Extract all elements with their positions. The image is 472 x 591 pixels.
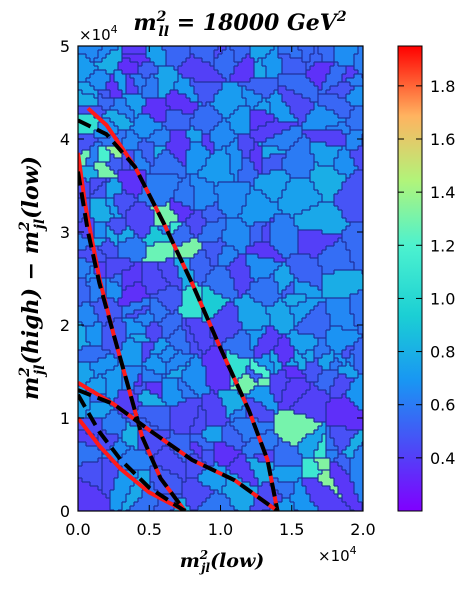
y-multiplier: ×104 bbox=[79, 23, 118, 44]
curve-3-black-dashed bbox=[78, 171, 187, 511]
curve-1-black-dashed bbox=[78, 118, 280, 511]
colorbar-tick-label: 1.0 bbox=[430, 289, 455, 308]
colorbar-tick-label: 1.6 bbox=[430, 130, 455, 149]
y-axis-ticks: 0 1 2 3 4 5 bbox=[60, 37, 363, 521]
x-tick-label: 0.5 bbox=[137, 520, 162, 539]
x-tick-label: 1.5 bbox=[279, 520, 304, 539]
y-tick-label: 0 bbox=[60, 502, 70, 521]
y-tick-label: 2 bbox=[60, 316, 70, 335]
colorbar bbox=[397, 45, 423, 512]
curve-6-red bbox=[78, 416, 186, 511]
x-axis-ticks: 0.0 0.5 1.0 1.5 2.0 bbox=[65, 46, 376, 539]
colorbar-tick-label: 0.8 bbox=[430, 343, 455, 362]
voronoi-cells bbox=[78, 46, 363, 511]
colorbar-tick-label: 0.4 bbox=[430, 449, 455, 468]
x-tick-label: 2.0 bbox=[350, 520, 375, 539]
colorbar-tick-label: 1.4 bbox=[430, 183, 455, 202]
curve-7-black-dashed bbox=[78, 393, 186, 511]
y-tick-label: 1 bbox=[60, 409, 70, 428]
curve-5-black-dashed bbox=[78, 388, 279, 511]
chart-title: m2 ll = 18000 GeV2 bbox=[133, 9, 346, 40]
y-tick-label: 4 bbox=[60, 130, 70, 149]
y-tick-label: 3 bbox=[60, 223, 70, 242]
x-tick-label: 1.0 bbox=[208, 520, 233, 539]
x-axis-label: m2 jl(low) bbox=[180, 548, 265, 575]
plot-area bbox=[78, 46, 363, 511]
colorbar-tick-label: 0.6 bbox=[430, 396, 455, 415]
y-axis-label: m2jl(high) − m2jl(low) bbox=[17, 156, 48, 400]
y-tick-label: 5 bbox=[60, 37, 70, 56]
colorbar-tick-label: 1.2 bbox=[430, 236, 455, 255]
colorbar-tick-label: 1.8 bbox=[430, 77, 455, 96]
boundary-curves bbox=[78, 106, 280, 511]
x-multiplier: ×104 bbox=[318, 544, 357, 565]
colorbar-ticks: 0.4 0.6 0.8 1.0 1.2 1.4 1.6 1.8 bbox=[398, 77, 455, 468]
x-tick-label: 0.0 bbox=[65, 520, 90, 539]
